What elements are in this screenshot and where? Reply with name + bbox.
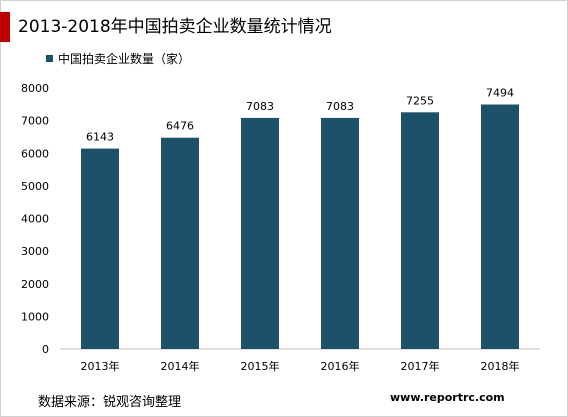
bar: [481, 104, 519, 350]
bar: [241, 117, 279, 350]
y-tick-label: 3000: [21, 245, 49, 258]
data-label: 7083: [246, 100, 274, 113]
y-tick-label: 2000: [21, 278, 49, 291]
data-label: 7255: [406, 94, 434, 107]
legend-swatch: [46, 55, 53, 62]
bar: [401, 112, 439, 349]
y-tick-label: 6000: [21, 147, 49, 160]
title-bar: 2013-2018年中国拍卖企业数量统计情况: [0, 12, 568, 42]
page-title: 2013-2018年中国拍卖企业数量统计情况: [18, 17, 332, 37]
y-tick-label: 4000: [21, 213, 49, 226]
source-note: 数据来源：锐观咨询整理: [38, 395, 182, 410]
y-tick-label: 5000: [21, 180, 49, 193]
x-tick-label: 2013年: [81, 359, 120, 373]
y-tick-label: 0: [42, 343, 49, 356]
title-accent-bar: [0, 12, 10, 42]
y-tick-label: 7000: [21, 115, 49, 128]
watermark-text: www.reportrc.com: [390, 391, 505, 404]
y-tick-label: 1000: [21, 310, 49, 323]
y-tick-label: 8000: [21, 82, 49, 95]
data-label: 6143: [86, 131, 114, 144]
data-label: 7083: [326, 100, 354, 113]
bar: [321, 117, 359, 350]
data-label: 6476: [166, 120, 194, 133]
x-tick-label: 2018年: [481, 359, 520, 373]
x-tick-label: 2017年: [401, 359, 440, 373]
bar: [161, 137, 199, 349]
bar: [81, 148, 119, 349]
x-tick-label: 2016年: [321, 359, 360, 373]
legend-label: 中国拍卖企业数量（家）: [58, 51, 190, 66]
x-tick-label: 2014年: [161, 359, 200, 373]
x-tick-label: 2015年: [241, 359, 280, 373]
data-label: 7494: [486, 87, 514, 100]
